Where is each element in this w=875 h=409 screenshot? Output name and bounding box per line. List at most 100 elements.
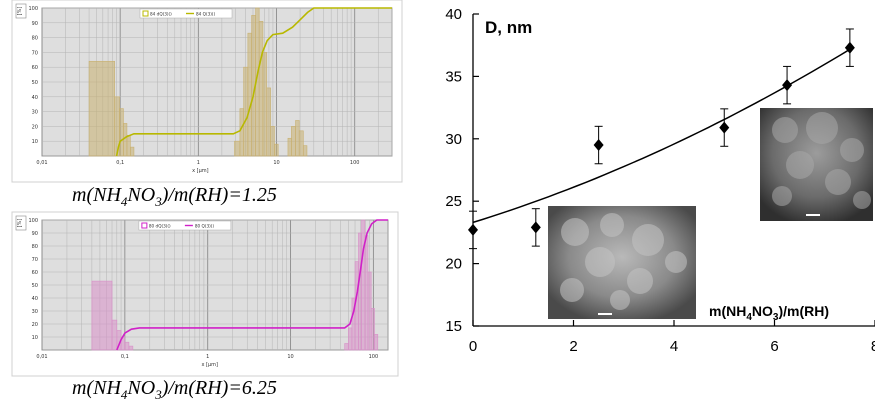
histogram-bar (367, 271, 372, 351)
x-axis-label-text: )/m(RH) (778, 303, 829, 319)
histogram-bar (247, 32, 252, 157)
y-tick-label: 100 (28, 6, 38, 12)
caption-subscript: 3 (155, 387, 162, 402)
histogram-bar (88, 60, 115, 157)
y-tick-label: 80 (32, 244, 38, 250)
histogram-bar (243, 66, 249, 157)
caption-subscript: 3 (155, 194, 162, 209)
legend-swatch-density (141, 222, 148, 229)
cumulative-curve (116, 219, 388, 351)
x-tick-label: 1 (206, 354, 209, 360)
sem-micrograph-2 (760, 108, 873, 221)
y-axis-label: [%] (17, 7, 23, 16)
histogram-bar (348, 327, 353, 351)
caption-text: NO (127, 184, 156, 206)
histogram-bar (234, 140, 241, 157)
y-tick-label: 15 (445, 318, 462, 335)
x-tick-label: 0 (469, 338, 477, 355)
histogram-bar (287, 137, 292, 157)
bottom-panel-caption: m(NH4NO3)/m(RH)=6.25 (72, 377, 277, 403)
data-point (593, 139, 604, 152)
y-tick-label: 30 (32, 110, 38, 116)
y-tick-label: 50 (32, 283, 38, 289)
x-axis-label-text: m(NH (709, 303, 746, 319)
x-tick-label: 0,01 (36, 354, 47, 360)
y-axis-label: D, nm (485, 18, 532, 37)
x-axis-label-subscript: 3 (773, 312, 779, 323)
y-tick-label: 90 (32, 21, 38, 27)
x-axis-label-subscript: 4 (746, 312, 752, 323)
data-point (530, 221, 541, 234)
legend-label: 80 dQ(3)() (149, 224, 171, 229)
x-tick-label: 0,1 (121, 354, 129, 360)
histogram-bar (130, 146, 135, 157)
histogram-bar (123, 123, 128, 157)
data-point (468, 223, 478, 236)
caption-text: )/m(RH)=6.25 (161, 377, 277, 399)
x-tick-label: 10 (287, 354, 293, 360)
histogram-bar (302, 145, 308, 157)
x-tick-label: 2 (569, 338, 577, 355)
y-tick-label: 50 (32, 80, 38, 86)
y-tick-label: 20 (32, 322, 38, 328)
x-tick-label: 6 (770, 338, 778, 355)
histogram-bar (344, 343, 349, 351)
y-tick-label: 40 (32, 95, 38, 101)
histogram-bar (239, 108, 244, 157)
legend-swatch-density (142, 10, 149, 17)
histogram-bar (270, 126, 275, 157)
histogram-bar (274, 143, 279, 157)
legend-label: 84 Q(3)() (196, 12, 216, 17)
x-axis-label: x [µm] (201, 362, 218, 368)
data-point (719, 121, 730, 134)
x-tick-label: 4 (670, 338, 678, 355)
caption-text: m(NH (72, 377, 121, 399)
top-size-distribution-chart: 10 20 30 40 50 60 70 80 90 100 0,01 0,1 1 10 100 x [µm]… (11, 0, 403, 183)
histogram-bar (358, 232, 362, 351)
x-tick-label: 100 (350, 160, 360, 166)
y-tick-label: 60 (32, 270, 38, 276)
histogram-bar (124, 341, 130, 351)
bottom-size-distribution-chart: 10 20 30 40 50 60 70 80 90 100 0,01 0,1 1 10 100 x [µm]… (11, 211, 399, 377)
y-tick-label: 30 (445, 131, 462, 148)
y-tick-label: 25 (445, 193, 462, 210)
x-tick-label: 10 (273, 160, 279, 166)
x-tick-label: 0,1 (116, 160, 124, 166)
caption-text: m(NH (72, 184, 121, 206)
y-tick-label: 35 (445, 68, 462, 85)
x-tick-label: 0,01 (36, 160, 47, 166)
caption-text: )/m(RH)=1.25 (161, 184, 277, 206)
histogram-bar (370, 308, 375, 351)
histogram-bar (361, 219, 366, 351)
y-unit-box (15, 215, 27, 231)
legend-label: 84 dQ(3)() (150, 12, 172, 17)
caption-subscript: 4 (120, 194, 128, 209)
histogram-bar (111, 319, 118, 351)
sem-micrograph-1 (548, 206, 696, 319)
y-tick-label: 90 (32, 231, 38, 237)
histogram-bar (119, 108, 124, 157)
diameter-vs-ratio-chart: 15202530354002468D, nmm(NH4NO3)/m(RH) (445, 6, 875, 355)
histogram-bar (258, 21, 264, 157)
histogram-bar (298, 130, 304, 157)
histogram-bar (126, 134, 131, 157)
x-tick-label: 1 (197, 160, 200, 166)
y-tick-label: 10 (32, 335, 38, 341)
y-tick-label: 40 (32, 296, 38, 302)
histogram-bar (266, 87, 271, 157)
histogram-bar (262, 52, 268, 157)
y-tick-label: 70 (32, 257, 38, 263)
top-panel-caption: m(NH4NO3)/m(RH)=1.25 (72, 184, 277, 210)
y-tick-label: 60 (32, 65, 38, 71)
histogram-bar (364, 235, 369, 351)
y-unit-box (15, 3, 27, 19)
legend-label: 80 Q(3)() (195, 224, 215, 229)
histogram-bar (128, 345, 134, 351)
y-tick-label: 20 (32, 124, 38, 130)
y-tick-label: 20 (445, 256, 462, 273)
data-point (782, 79, 793, 92)
y-tick-label: 70 (32, 50, 38, 56)
histogram-bar (291, 126, 296, 157)
x-axis-label: m(NH4NO3)/m(RH) (709, 303, 829, 323)
